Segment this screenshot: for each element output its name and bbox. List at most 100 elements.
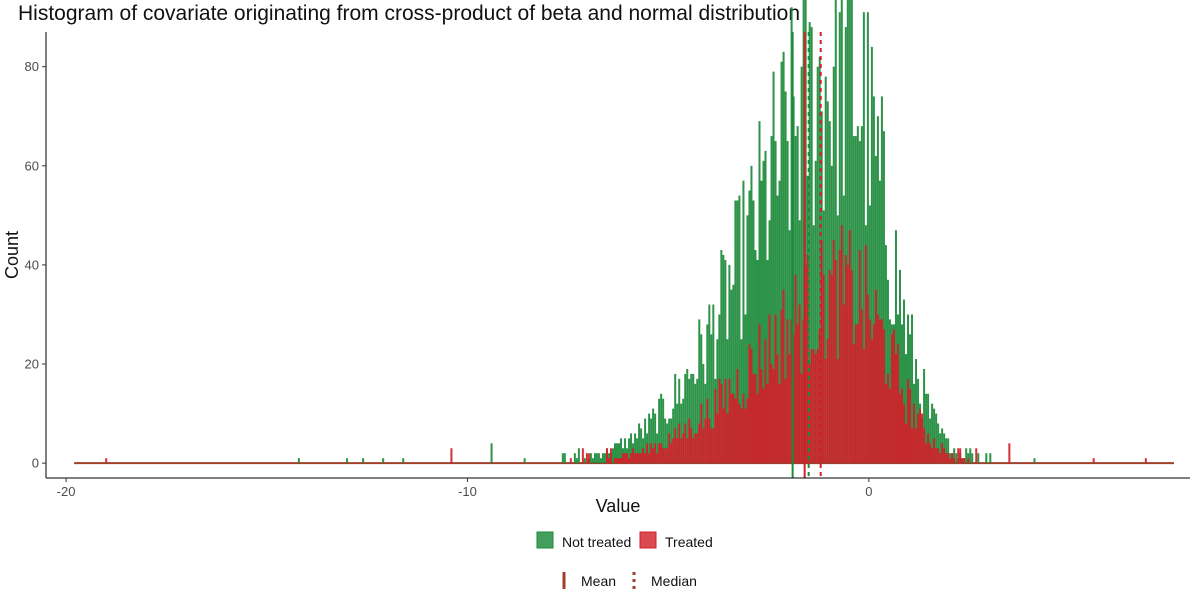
histogram-bar-not-treated <box>738 195 741 464</box>
histogram-bar-not-treated <box>658 398 661 464</box>
histogram-bar-not-treated <box>939 433 942 464</box>
histogram-bar-not-treated <box>708 304 711 464</box>
histogram-bar-not-treated <box>726 339 729 464</box>
legend-label-not-treated: Not treated <box>562 534 631 550</box>
histogram-bar-treated <box>943 448 946 464</box>
histogram-bar-treated <box>740 408 743 464</box>
histogram-bar-treated <box>923 428 926 464</box>
histogram-bar-treated <box>884 383 887 464</box>
histogram-bar-treated <box>105 458 108 464</box>
histogram-bar-treated <box>450 448 453 464</box>
histogram-bar-not-treated <box>720 250 723 464</box>
legend-label-median: Median <box>651 573 697 589</box>
histogram-bar-not-treated <box>784 91 787 464</box>
histogram-bar-not-treated <box>905 354 908 464</box>
histogram-bar-treated <box>696 433 699 464</box>
histogram-bar-not-treated <box>686 368 689 464</box>
histogram-bar-not-treated <box>836 215 839 464</box>
histogram-bar-not-treated <box>660 393 663 464</box>
histogram-bar-not-treated <box>778 180 781 464</box>
histogram-bar-not-treated <box>346 458 349 464</box>
histogram-bar-not-treated <box>947 438 950 464</box>
histogram-bar-treated <box>870 339 873 464</box>
histogram-bar-not-treated <box>796 126 799 464</box>
histogram-bar-treated <box>634 453 637 464</box>
histogram-bar-treated <box>947 453 950 464</box>
histogram-bar-not-treated <box>856 126 859 464</box>
histogram-bar-treated <box>714 388 717 464</box>
histogram-bar-treated <box>844 255 847 464</box>
histogram-bar-treated <box>961 458 964 464</box>
histogram-bar-treated <box>796 324 799 464</box>
histogram-bar-treated <box>672 438 675 464</box>
histogram-bar-treated <box>945 453 948 464</box>
histogram-bar-treated <box>848 230 851 464</box>
histogram-bar-not-treated <box>607 453 610 464</box>
histogram-bar-not-treated <box>812 225 815 464</box>
x-axis-title: Value <box>596 496 641 516</box>
histogram-bar-treated <box>852 344 855 464</box>
histogram-bar-treated <box>917 413 920 464</box>
histogram-bar-not-treated <box>931 403 934 464</box>
histogram-bar-treated <box>800 373 803 464</box>
histogram-bar-treated <box>921 413 924 464</box>
histogram-bar-treated <box>967 458 970 464</box>
histogram-bar-treated <box>607 458 610 464</box>
histogram-bar-not-treated <box>870 46 873 464</box>
histogram-bar-not-treated <box>933 408 936 464</box>
histogram-bar-not-treated <box>971 453 974 464</box>
histogram-bar-not-treated <box>748 190 751 464</box>
histogram-bar-treated <box>876 314 879 464</box>
histogram-bar-treated <box>927 433 930 464</box>
histogram-bar-not-treated <box>732 284 735 464</box>
histogram-bar-not-treated <box>640 428 643 464</box>
histogram-bar-treated <box>722 408 725 464</box>
histogram-bar-not-treated <box>674 373 677 464</box>
histogram-bar-treated <box>826 339 829 464</box>
histogram-bar-treated <box>642 448 645 464</box>
histogram-bar-treated <box>925 443 928 464</box>
histogram-bar-not-treated <box>652 408 655 464</box>
histogram-bar-treated <box>587 453 590 464</box>
histogram-bar-not-treated <box>672 408 675 464</box>
histogram-bar-treated <box>708 418 711 464</box>
histogram-bar-not-treated <box>402 458 405 464</box>
histogram-bar-not-treated <box>850 0 853 464</box>
histogram-bar-treated <box>694 433 697 464</box>
histogram-bar-treated <box>768 314 771 464</box>
histogram-bar-not-treated <box>650 418 653 464</box>
histogram-bar-not-treated <box>746 215 749 464</box>
histogram-bar-not-treated <box>782 51 785 464</box>
histogram-bar-treated <box>622 453 625 464</box>
histogram-bar-treated <box>836 359 839 464</box>
histogram-bar-not-treated <box>710 334 713 464</box>
histogram-bar-not-treated <box>678 378 681 464</box>
legend-swatch-not-treated <box>536 531 554 549</box>
histogram-bar-not-treated <box>577 448 580 464</box>
histogram-bar-not-treated <box>838 12 841 464</box>
histogram-bar-treated <box>888 388 891 464</box>
histogram-bar-not-treated <box>362 458 365 464</box>
histogram-bar-treated <box>892 329 895 464</box>
histogram-bar-not-treated <box>728 264 731 464</box>
histogram-bar-treated <box>804 264 807 464</box>
x-tick-label: -20 <box>57 484 76 499</box>
histogram-bar-treated <box>886 373 889 464</box>
histogram-bar-not-treated <box>762 160 765 464</box>
histogram-bar-treated <box>900 388 903 464</box>
histogram-bar-treated <box>941 443 944 464</box>
histogram-bar-not-treated <box>750 165 753 464</box>
histogram-bar-not-treated <box>884 245 887 464</box>
histogram-bar-treated <box>690 428 693 464</box>
histogram-bar-not-treated <box>844 27 847 464</box>
histogram-bar-treated <box>874 289 877 464</box>
histogram-bar-treated <box>736 368 739 464</box>
histogram-bar-not-treated <box>597 453 600 464</box>
y-tick-label: 60 <box>25 158 39 173</box>
histogram-bar-not-treated <box>860 126 863 464</box>
histogram-bar-not-treated <box>742 180 745 464</box>
histogram-bar-not-treated <box>690 373 693 464</box>
histogram-bar-treated <box>872 324 875 464</box>
histogram-bar-treated <box>907 378 910 464</box>
histogram-bar-treated <box>724 378 727 464</box>
